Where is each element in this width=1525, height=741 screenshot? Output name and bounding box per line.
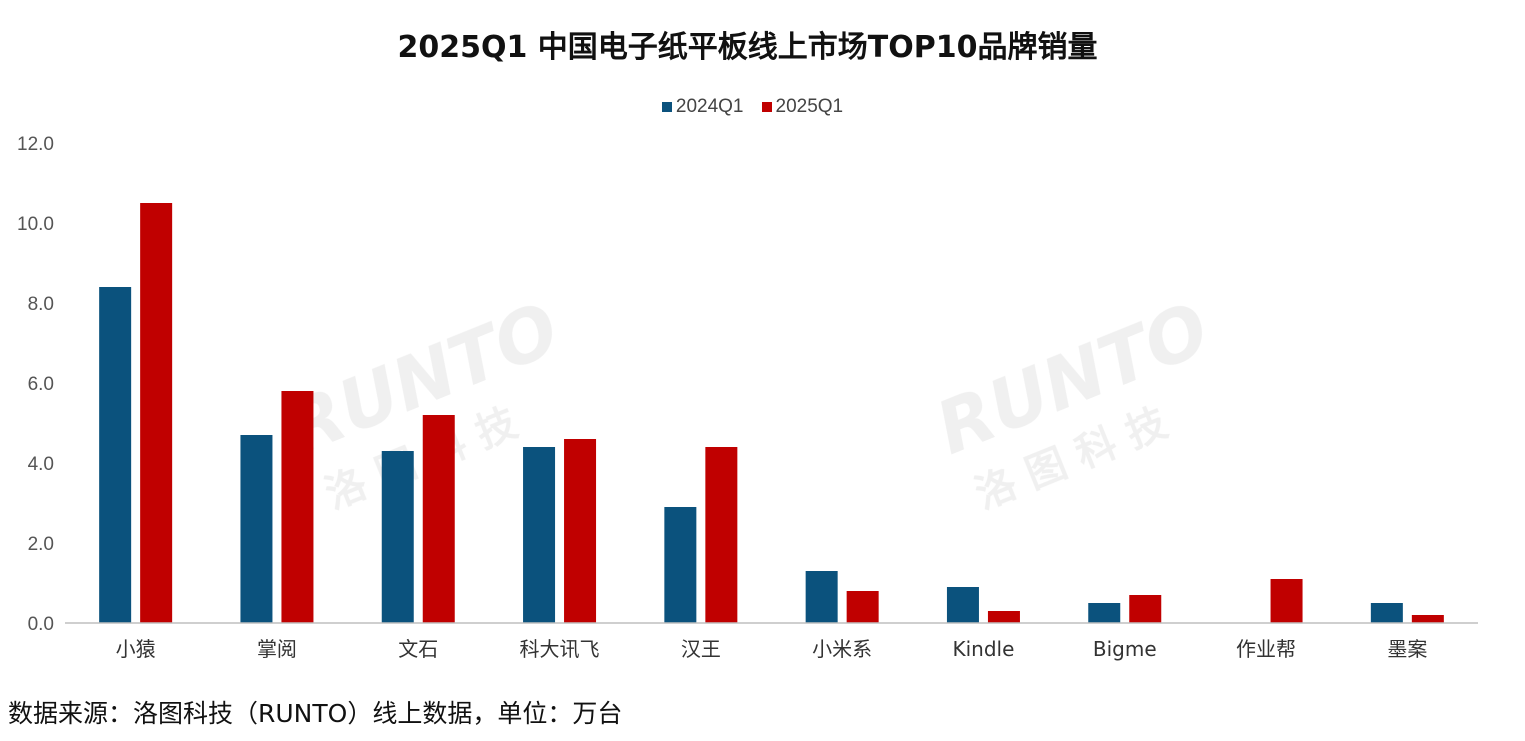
x-tick-label: 小猿	[116, 637, 156, 661]
x-tick-label: 文石	[398, 637, 438, 661]
x-tick-label: 墨案	[1387, 637, 1427, 661]
bar-2025q1-9	[1411, 615, 1444, 623]
bar-2025q1-7	[1129, 595, 1162, 623]
x-tick-label: Bigme	[1093, 637, 1157, 661]
bar-2024q1-6	[946, 587, 979, 623]
bar-2025q1-2	[422, 415, 455, 623]
bar-2025q1-5	[846, 591, 879, 623]
x-tick-label: 小米系	[812, 637, 872, 661]
bar-2024q1-5	[805, 571, 838, 623]
legend-item-2024q1: 2024Q1	[661, 96, 744, 118]
bar-2024q1-2	[381, 451, 414, 623]
runto-watermarks: RUNTO 洛图科技 RUNTO 洛图科技	[275, 286, 1220, 518]
y-tick-label: 6.0	[28, 374, 54, 395]
y-tick-label: 4.0	[28, 454, 54, 475]
bar-2025q1-8	[1270, 579, 1303, 623]
x-axis-labels: 小猿 掌阅 文石 科大讯飞 汉王 小米系 Kindle Bigme 作业帮 墨案	[116, 637, 1428, 661]
x-tick-label: 科大讯飞	[520, 637, 600, 661]
y-tick-label: 8.0	[28, 294, 54, 315]
bar-2025q1-1	[281, 391, 314, 623]
bar-2024q1-3	[523, 447, 556, 623]
bar-2024q1-0	[99, 287, 132, 623]
y-tick-label: 10.0	[17, 214, 54, 235]
bar-2025q1-4	[705, 447, 738, 623]
x-tick-label: 汉王	[681, 637, 721, 661]
legend-item-2025q1: 2025Q1	[761, 96, 844, 118]
bar-2025q1-0	[140, 203, 173, 623]
legend-label-2025q1: 2025Q1	[775, 96, 844, 117]
bar-2024q1-4	[664, 507, 697, 623]
x-tick-label: 作业帮	[1236, 637, 1296, 661]
bar-2024q1-9	[1370, 603, 1403, 623]
x-tick-label: Kindle	[952, 637, 1014, 661]
legend-label-2024q1: 2024Q1	[675, 96, 744, 117]
bar-2024q1-1	[240, 435, 273, 623]
bar-2025q1-3	[564, 439, 597, 623]
watermark-right: RUNTO 洛图科技	[925, 286, 1220, 518]
bars	[99, 203, 1444, 623]
bar-2025q1-6	[987, 611, 1020, 623]
y-axis-ticks: 0.0 2.0 4.0 6.0 8.0 10.0 12.0	[17, 134, 54, 635]
bar-chart-plot: RUNTO 洛图科技 RUNTO 洛图科技 0.0 2.0 4.0 6.0 8.0 10.…	[17, 134, 1478, 661]
bar-2024q1-7	[1088, 603, 1121, 623]
y-tick-label: 2.0	[28, 534, 54, 555]
y-tick-label: 0.0	[28, 614, 54, 635]
legend-swatch-2025q1	[761, 102, 772, 112]
x-tick-label: 掌阅	[257, 637, 297, 661]
y-tick-label: 12.0	[17, 134, 54, 155]
chart-title: 2025Q1 中国电子纸平板线上市场TOP10品牌销量	[397, 30, 1098, 65]
source-note: 数据来源：洛图科技（RUNTO）线上数据，单位：万台	[8, 699, 623, 728]
chart-legend: 2024Q1 2025Q1	[0, 96, 1505, 118]
legend-swatch-2024q1	[661, 102, 672, 112]
